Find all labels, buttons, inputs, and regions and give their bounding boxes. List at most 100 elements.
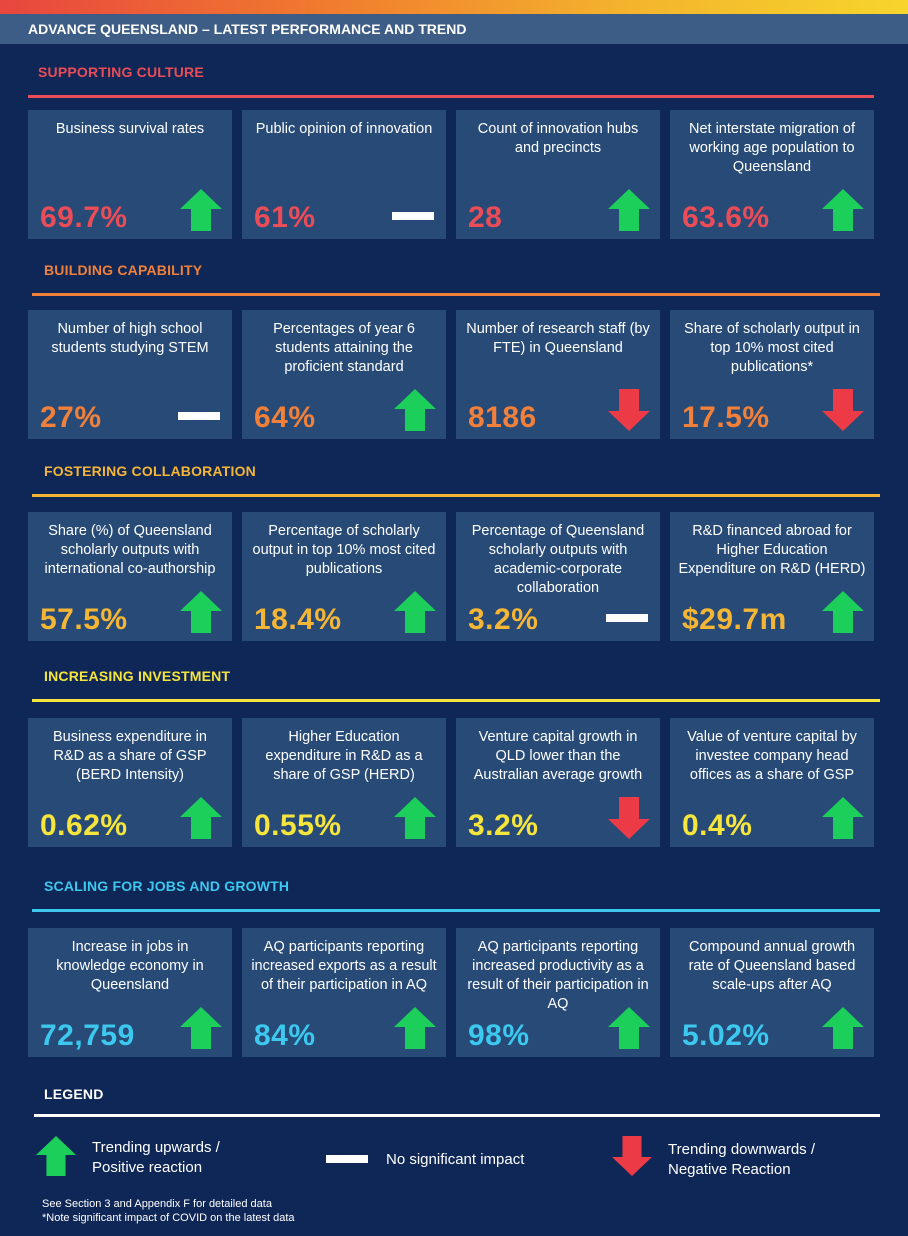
metric-label: Number of research staff (by FTE) in Que…: [466, 321, 650, 356]
arrow-up-icon: [394, 1007, 436, 1049]
metric-label: Compound annual growth rate of Queenslan…: [688, 939, 856, 993]
arrow-down-icon: [608, 797, 650, 839]
arrow-up-icon: [608, 1007, 650, 1049]
metric-card: Count of innovation hubs and precincts 28: [456, 110, 660, 239]
metric-label: Venture capital growth in QLD lower than…: [473, 729, 643, 783]
section-title: FOSTERING COLLABORATION: [44, 463, 256, 479]
metric-card: Venture capital growth in QLD lower than…: [456, 718, 660, 847]
metric-card: AQ participants reporting increased expo…: [242, 928, 446, 1057]
metric-label: Number of high school students studying …: [51, 321, 209, 356]
top-color-strip: [0, 0, 908, 14]
metric-value: 61%: [254, 201, 316, 234]
metric-value: 72,759: [40, 1019, 135, 1052]
legend-arrow-up-icon: [36, 1136, 76, 1176]
metric-label: Percentage of Queensland scholarly outpu…: [471, 523, 645, 596]
metric-card: Percentage of Queensland scholarly outpu…: [456, 512, 660, 641]
section-rule: [32, 909, 880, 912]
metric-value: 64%: [254, 401, 316, 434]
metric-card: Increase in jobs in knowledge economy in…: [28, 928, 232, 1057]
legend-none-text: No significant impact: [386, 1151, 525, 1168]
arrow-up-icon: [822, 189, 864, 231]
metric-label: Share (%) of Queensland scholarly output…: [44, 523, 216, 577]
metric-value: 27%: [40, 401, 102, 434]
section-rule: [28, 95, 874, 98]
metric-value: 63.6%: [682, 201, 770, 234]
arrow-up-icon: [822, 1007, 864, 1049]
metric-label: AQ participants reporting increased prod…: [467, 939, 649, 1012]
metric-card: Compound annual growth rate of Queenslan…: [670, 928, 874, 1057]
arrow-up-icon: [822, 591, 864, 633]
metric-card: Number of research staff (by FTE) in Que…: [456, 310, 660, 439]
metric-card: AQ participants reporting increased prod…: [456, 928, 660, 1057]
metric-value: 0.55%: [254, 809, 342, 842]
metric-value: 84%: [254, 1019, 316, 1052]
section-rule: [32, 494, 880, 497]
legend-dash-icon: [326, 1155, 368, 1163]
metric-card: Percentage of scholarly output in top 10…: [242, 512, 446, 641]
metric-card: Share of scholarly output in top 10% mos…: [670, 310, 874, 439]
arrow-up-icon: [608, 189, 650, 231]
arrow-up-icon: [394, 591, 436, 633]
legend-up-text: Trending upwards / Positive reaction: [92, 1139, 220, 1176]
arrow-down-icon: [608, 389, 650, 431]
arrow-up-icon: [180, 797, 222, 839]
metric-value: 57.5%: [40, 603, 128, 636]
metric-card: Business survival rates 69.7%: [28, 110, 232, 239]
metric-value: 17.5%: [682, 401, 770, 434]
arrow-up-icon: [180, 189, 222, 231]
section-title: SUPPORTING CULTURE: [38, 64, 204, 80]
no-change-dash-icon: [178, 412, 220, 420]
metric-value: 5.02%: [682, 1019, 770, 1052]
metric-value: 3.2%: [468, 809, 539, 842]
metric-value: 69.7%: [40, 201, 128, 234]
metric-value: 0.62%: [40, 809, 128, 842]
arrow-up-icon: [180, 1007, 222, 1049]
legend-title: LEGEND: [44, 1086, 104, 1102]
arrow-up-icon: [394, 797, 436, 839]
metric-value: 98%: [468, 1019, 530, 1052]
metric-label: Increase in jobs in knowledge economy in…: [56, 939, 204, 993]
metric-value: 18.4%: [254, 603, 342, 636]
section-title: SCALING FOR JOBS AND GROWTH: [44, 878, 290, 894]
arrow-up-icon: [394, 389, 436, 431]
section-rule: [32, 699, 880, 702]
section-rule: [32, 293, 880, 296]
arrow-down-icon: [822, 389, 864, 431]
metric-value: 3.2%: [468, 603, 539, 636]
metric-label: Business expenditure in R&D as a share o…: [53, 729, 207, 783]
section-title: INCREASING INVESTMENT: [44, 668, 231, 684]
legend-down-text: Trending downwards / Negative Reaction: [668, 1141, 816, 1178]
page-title: ADVANCE QUEENSLAND – LATEST PERFORMANCE …: [0, 14, 908, 44]
metric-card: Share (%) of Queensland scholarly output…: [28, 512, 232, 641]
metric-value: $29.7m: [682, 603, 787, 636]
footnote-2: *Note significant impact of COVID on the…: [42, 1212, 295, 1224]
arrow-up-icon: [822, 797, 864, 839]
metric-card: Net interstate migration of working age …: [670, 110, 874, 239]
metric-label: R&D financed abroad for Higher Education…: [678, 523, 866, 577]
footnote-1: See Section 3 and Appendix F for detaile…: [42, 1198, 272, 1210]
metric-label: Net interstate migration of working age …: [688, 121, 856, 175]
metric-card: Number of high school students studying …: [28, 310, 232, 439]
metric-label: Percentage of scholarly output in top 10…: [252, 523, 436, 577]
metric-card: Percentages of year 6 students attaining…: [242, 310, 446, 439]
metric-label: Count of innovation hubs and precincts: [477, 121, 639, 156]
metric-value: 0.4%: [682, 809, 753, 842]
arrow-up-icon: [180, 591, 222, 633]
metric-label: AQ participants reporting increased expo…: [251, 939, 437, 993]
metric-value: 8186: [468, 401, 537, 434]
metric-card: R&D financed abroad for Higher Education…: [670, 512, 874, 641]
section-title: BUILDING CAPABILITY: [44, 262, 203, 278]
metric-label: Public opinion of innovation: [255, 121, 433, 137]
metric-card: Higher Education expenditure in R&D as a…: [242, 718, 446, 847]
metric-label: Percentages of year 6 students attaining…: [273, 321, 415, 375]
metric-label: Business survival rates: [55, 121, 205, 137]
metric-card: Business expenditure in R&D as a share o…: [28, 718, 232, 847]
metric-value: 28: [468, 201, 503, 234]
no-change-dash-icon: [606, 614, 648, 622]
legend-arrow-down-icon: [612, 1136, 652, 1176]
legend-rule: [34, 1114, 880, 1117]
metric-label: Value of venture capital by investee com…: [687, 729, 857, 783]
metric-label: Share of scholarly output in top 10% mos…: [684, 321, 860, 375]
no-change-dash-icon: [392, 212, 434, 220]
metric-label: Higher Education expenditure in R&D as a…: [265, 729, 423, 783]
